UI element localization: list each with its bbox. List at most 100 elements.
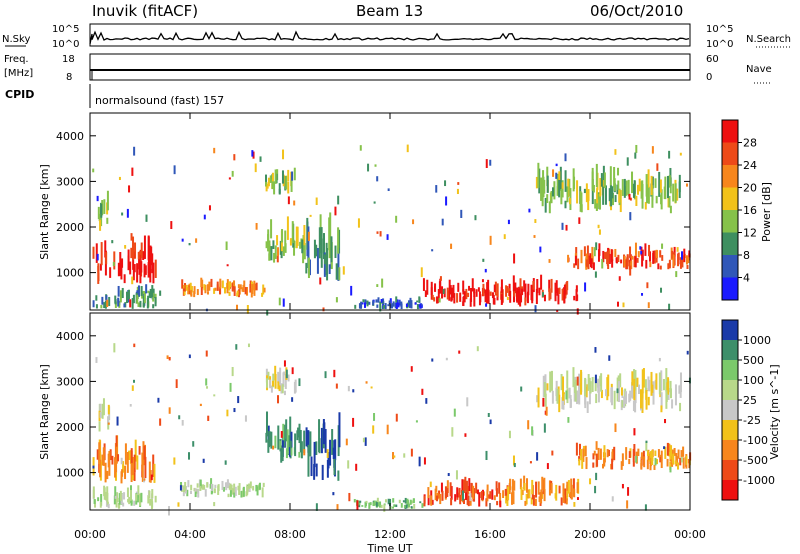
velocity-echo-cell [566,485,569,498]
velocity-echo-cell [274,435,277,449]
velocity-echo-cell [116,497,119,503]
velocity-echo-cell [520,486,523,500]
velocity-echo-cell [238,487,241,495]
power-echo-cell [636,257,639,263]
power-echo-cell [221,280,224,289]
velocity-echo-cell [430,495,433,506]
power-echo-cell [631,171,634,194]
velocity-echo-cell [627,487,630,496]
power-echo-cell [486,282,489,294]
velocity-echo-cell [463,479,466,492]
power-echo-cell [563,290,566,303]
power-echo-cell [376,284,379,287]
velocity-echo-cell [543,477,546,492]
velocity-echo-cell [594,485,597,494]
velocity-echo-cell [481,491,484,501]
power-echo-cell [576,180,579,204]
station-title: Inuvik (fitACF) [92,2,198,20]
power-echo-cell [555,280,558,291]
power-echo-cell [591,246,594,259]
power-echo-cell [170,221,173,230]
power-echo-cell [273,181,276,195]
velocity-echo-cell [111,455,114,465]
velocity-echo-cell [99,459,102,478]
power-echo-cell [538,287,541,296]
power-echo-cell [614,248,617,258]
power-echo-cell [509,290,512,303]
power-echo-cell [681,251,684,260]
power-echo-cell [395,302,398,309]
power-echo-cell [278,297,281,306]
power-echo-cell [386,234,389,240]
velocity-echo-cell [329,439,332,466]
power-echo-cell [193,286,196,294]
velocity-echo-cell [526,478,529,493]
x-tick-label: 16:00 [474,528,506,541]
velocity-echo-cell [626,500,629,509]
velocity-heatmap [92,343,692,516]
power-echo-cell [667,263,670,270]
velocity-echo-cell [660,459,663,469]
velocity-echo-cell [525,493,528,505]
velocity-echo-cell [512,491,515,505]
power-echo-cell [579,191,582,212]
velocity-echo-cell [499,500,502,508]
nave-tick-bottom: 0 [706,72,712,83]
velocity-echo-cell [485,450,488,461]
velocity-colorbar-tick-label: 100 [743,374,764,387]
velocity-echo-cell [303,430,306,454]
power-colorbar-tick-label: 20 [743,182,757,195]
power-echo-cell [104,240,107,258]
power-echo-cell [204,284,207,294]
power-echo-cell [99,219,102,231]
velocity-echo-cell [322,418,325,445]
power-echo-cell [644,243,647,256]
velocity-echo-cell [642,450,645,460]
velocity-echo-cell [464,433,467,437]
velocity-echo-cell [588,377,591,389]
power-echo-cell [574,255,577,266]
power-echo-cell [564,200,567,209]
power-echo-cell [500,294,503,305]
velocity-echo-cell [605,389,608,397]
power-echo-cell [523,280,526,292]
power-echo-cell [299,241,302,249]
velocity-echo-cell [277,372,280,380]
velocity-echo-cell [282,423,285,441]
velocity-echo-cell [210,490,213,495]
velocity-echo-cell [631,371,634,390]
velocity-echo-cell [298,423,301,444]
velocity-echo-cell [119,490,122,501]
velocity-echo-cell [98,421,101,432]
velocity-echo-cell [270,431,273,449]
power-echo-cell [129,299,132,308]
velocity-echo-cell [550,482,553,494]
velocity-echo-cell [332,492,335,496]
velocity-echo-cell [663,446,666,450]
velocity-echo-cell [636,377,639,387]
power-echo-cell [408,305,411,308]
nave-label: Nave [746,64,772,75]
power-echo-cell [599,193,602,210]
power-echo-cell [585,259,588,267]
power-echo-cell [546,175,549,193]
velocity-colorbar-tick-label: 500 [743,354,764,367]
power-echo-cell [390,304,393,309]
velocity-echo-cell [446,480,449,494]
power-echo-cell [666,175,669,199]
velocity-echo-cell [466,397,469,407]
power-echo-cell [364,302,367,308]
velocity-echo-cell [608,355,611,361]
velocity-echo-cell [194,490,197,498]
power-echo-cell [595,163,598,188]
velocity-echo-cell [182,492,185,497]
velocity-echo-cell [179,485,182,491]
velocity-echo-cell [287,374,290,382]
velocity-echo-cell [611,458,614,470]
power-echo-cell [301,239,304,254]
power-echo-cell [193,290,196,298]
velocity-echo-cell [427,487,430,499]
velocity-echo-cell [502,490,505,498]
power-echo-cell [660,194,663,205]
velocity-echo-cell [578,373,581,396]
